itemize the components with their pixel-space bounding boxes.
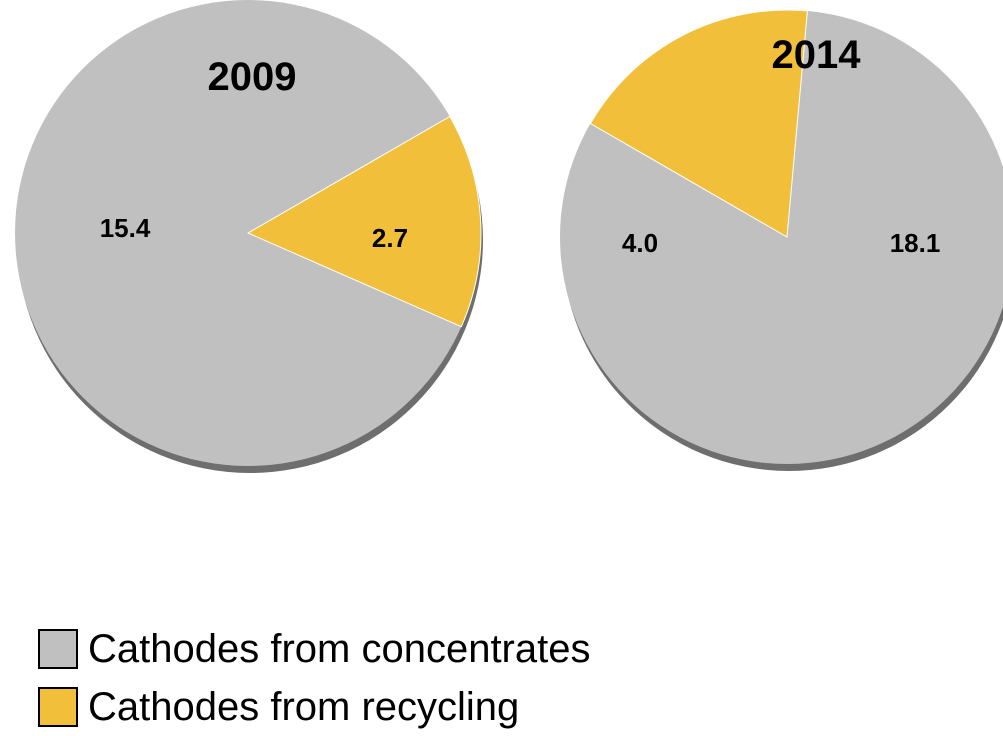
legend-swatch-concentrates bbox=[38, 629, 78, 669]
legend-label: Cathodes from concentrates bbox=[88, 627, 591, 671]
pie-slice-recycling bbox=[246, 115, 482, 328]
pie-title: 2009 bbox=[208, 55, 297, 99]
pie-title: 2014 bbox=[772, 33, 862, 77]
legend-label: Cathodes from recycling bbox=[88, 685, 520, 729]
slice-value-label: 2.7 bbox=[372, 223, 408, 253]
pie-chart-2009: 2009 15.4 2.7 bbox=[15, 0, 483, 473]
legend-item-concentrates: Cathodes from concentrates bbox=[38, 620, 590, 678]
slice-value-label: 18.1 bbox=[890, 228, 941, 258]
legend: Cathodes from concentrates Cathodes from… bbox=[38, 620, 590, 736]
slice-value-label: 4.0 bbox=[622, 228, 658, 258]
pie-chart-2014: 2014 18.1 4.0 bbox=[560, 9, 1003, 471]
pie-slice-recycling bbox=[589, 9, 808, 238]
pie-charts: 2009 15.4 2.7 2014 18.1 4.0 bbox=[15, 0, 1003, 473]
legend-swatch-recycling bbox=[38, 687, 78, 727]
slice-value-label: 15.4 bbox=[100, 213, 151, 243]
legend-item-recycling: Cathodes from recycling bbox=[38, 678, 590, 736]
